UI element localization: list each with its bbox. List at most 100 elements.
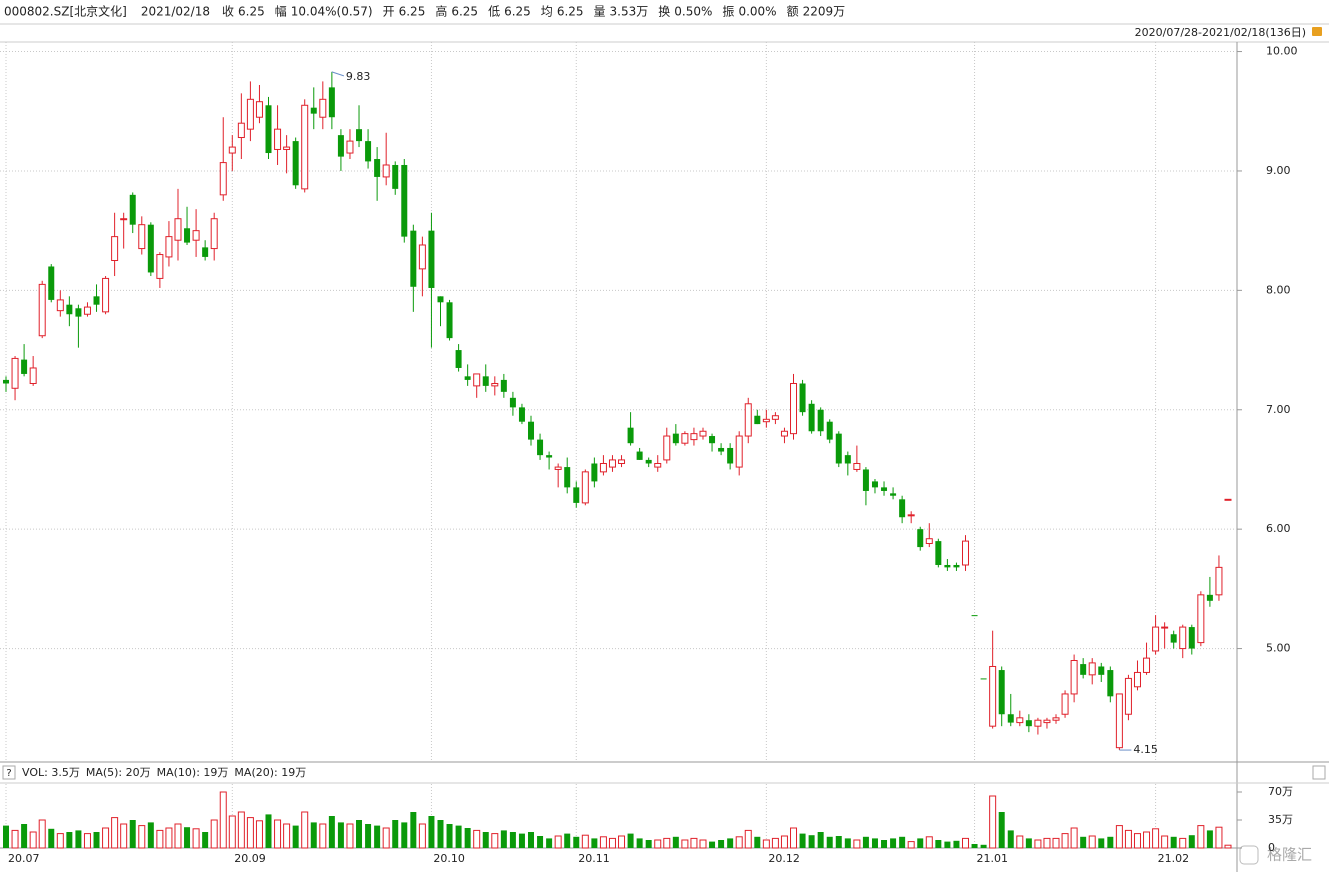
y-tick-label: 5.00 [1266, 642, 1291, 655]
volume-bar [283, 823, 291, 849]
candle-body [953, 564, 960, 568]
volume-bar [935, 840, 942, 848]
header-text: 幅 [275, 4, 287, 19]
candle-body [156, 254, 164, 279]
volume-bar [428, 816, 435, 848]
candle-body [537, 439, 544, 456]
volume-bar [265, 814, 272, 848]
candle-body [29, 367, 37, 384]
candle-body [319, 98, 327, 118]
candle-body [581, 471, 589, 504]
candle-body [174, 218, 182, 241]
volume-bar [925, 836, 933, 849]
candle-body [1179, 626, 1187, 650]
volume-bar [1098, 838, 1105, 848]
candle-body [1070, 660, 1078, 695]
candle-body [120, 218, 128, 221]
date-range: 2020/07/28-2021/02/18(136日) [1135, 26, 1306, 39]
candle-body [518, 407, 525, 422]
candle-body [1098, 666, 1105, 675]
volume-bar [1152, 828, 1160, 849]
volume-bar [11, 829, 19, 849]
candle-body [1007, 714, 1014, 723]
volume-bar [817, 832, 824, 848]
candle-body [1043, 719, 1051, 724]
candle-body [917, 529, 924, 548]
volume-bar [1170, 836, 1177, 848]
header-text: 6.25 [238, 5, 265, 19]
candle-body [554, 466, 562, 470]
volume-bar [1224, 844, 1232, 849]
candle-body [1170, 634, 1177, 643]
candle-body [56, 299, 64, 312]
lock-icon[interactable] [1312, 27, 1322, 36]
volume-bar [1107, 836, 1114, 848]
candle-body [907, 514, 915, 517]
volume-pane-button[interactable] [1312, 765, 1326, 780]
volume-bar [1115, 825, 1123, 849]
volume-bar [228, 815, 236, 849]
candle-body [709, 436, 716, 444]
candle-body [1061, 693, 1069, 715]
candle-body [265, 105, 272, 154]
volume-bar [346, 823, 354, 849]
volume-bar [953, 840, 960, 848]
volume-tick-label: 35万 [1268, 813, 1293, 826]
volume-bar [518, 833, 525, 848]
volume-bar [1025, 838, 1032, 848]
header-text: 6.25 [557, 5, 584, 19]
candle-body [219, 162, 227, 196]
candle-body [935, 541, 942, 565]
volume-tick-label: 0 [1268, 841, 1275, 854]
candle-body [283, 146, 291, 150]
header-text: 低 [488, 5, 500, 19]
volume-bar [862, 836, 869, 848]
candle-body [1143, 657, 1151, 673]
header-text: 换 [658, 5, 670, 19]
volume-bar [528, 832, 535, 848]
candle-body [328, 87, 335, 118]
volume-bar [319, 823, 327, 849]
candle-body [246, 98, 254, 130]
header-text: 6.25 [504, 5, 531, 19]
candle-body [83, 306, 91, 315]
candle-body [817, 409, 824, 432]
volume-bar [93, 832, 100, 848]
volume-bar [1016, 835, 1024, 849]
candle-body [971, 615, 978, 617]
volume-bar [1188, 835, 1195, 848]
volume-bar [754, 836, 761, 848]
watermark: 格隆汇 [1267, 846, 1312, 864]
help-button[interactable] [2, 765, 16, 780]
candle-body [835, 433, 842, 464]
candle-body [1115, 693, 1123, 749]
volume-bar [38, 819, 46, 849]
volume-legend: VOL: 3.5万 [22, 766, 80, 779]
x-tick-label: 20.12 [768, 852, 800, 865]
volume-bar [48, 828, 55, 848]
candle-body [1088, 662, 1096, 676]
header-text: 收 [222, 5, 234, 19]
volume-bar [473, 829, 481, 849]
candle-body [998, 670, 1005, 715]
volume-bar [1133, 833, 1141, 849]
candle-body [374, 159, 381, 177]
volume-bar [591, 838, 598, 848]
volume-bar [744, 829, 752, 849]
volume-bar [3, 825, 9, 848]
volume-bar [56, 833, 64, 849]
volume-bar [564, 833, 571, 848]
candle-body [337, 135, 344, 157]
candle-body [255, 101, 263, 118]
candle-body [862, 469, 869, 491]
candle-body [437, 296, 444, 303]
help-icon[interactable]: ? [6, 768, 11, 779]
volume-bar [1161, 835, 1169, 849]
volume-bar [356, 820, 363, 848]
candle-body [890, 493, 897, 496]
volume-bar [780, 835, 788, 849]
candle-body [1034, 719, 1042, 727]
volume-bar [1124, 829, 1132, 849]
volume-bar [1088, 835, 1096, 849]
